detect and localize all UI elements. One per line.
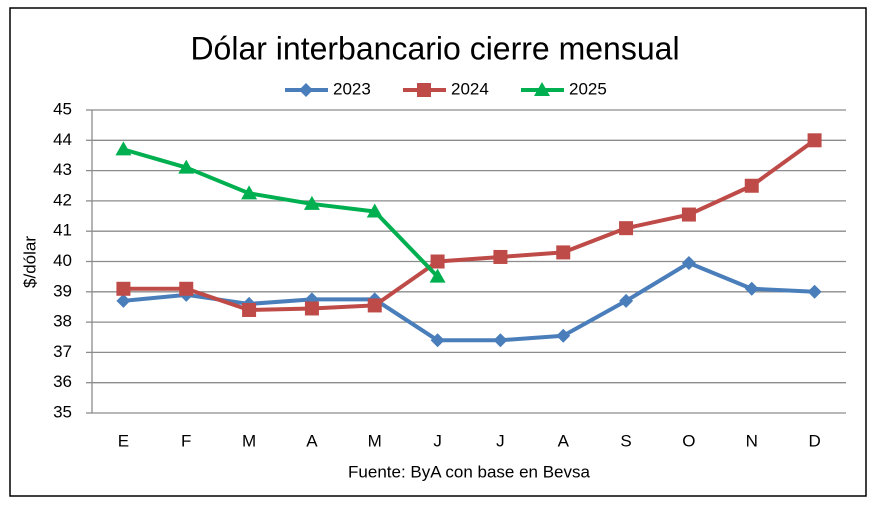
point: [556, 245, 571, 260]
point: [429, 268, 446, 283]
point: [304, 301, 319, 316]
point: [366, 203, 383, 218]
x-tick-label: A: [558, 431, 570, 450]
legend-marker: [299, 83, 313, 97]
x-tick-label: A: [306, 431, 318, 450]
point: [807, 284, 822, 299]
legend-label: 2024: [451, 79, 489, 98]
point: [367, 298, 382, 313]
legend-marker: [417, 83, 431, 97]
point: [179, 281, 194, 296]
x-tick-label: M: [368, 431, 382, 450]
series-line: [123, 261, 815, 343]
point: [430, 333, 445, 348]
x-tick-label: M: [242, 431, 256, 450]
y-tick-label: 42: [53, 190, 72, 209]
x-tick-label: N: [746, 431, 758, 450]
y-tick-label: 41: [53, 221, 72, 240]
legend-label: 2025: [569, 79, 607, 98]
point: [242, 302, 257, 317]
point: [115, 141, 132, 156]
legend-marker: [534, 82, 550, 96]
y-tick-label: 43: [53, 160, 72, 179]
point: [744, 281, 759, 296]
series-line: [123, 138, 816, 312]
point: [116, 293, 131, 308]
x-tick-label: J: [433, 431, 442, 450]
x-tick-label: O: [682, 431, 695, 450]
x-tick-label: F: [181, 431, 191, 450]
point: [807, 133, 822, 148]
point: [744, 178, 759, 193]
y-tick-label: 37: [53, 342, 72, 361]
x-tick-label: S: [620, 431, 631, 450]
y-tick-label: 36: [53, 372, 72, 391]
y-tick-label: 44: [53, 130, 72, 149]
point: [493, 249, 508, 264]
x-tick-label: D: [808, 431, 820, 450]
y-tick-label: 35: [53, 402, 72, 421]
point: [681, 256, 696, 271]
series-line: [122, 147, 440, 279]
y-tick-label: 39: [53, 281, 72, 300]
point: [303, 195, 320, 210]
chart-border: [9, 7, 867, 497]
point: [493, 333, 508, 348]
chart-title: Dólar interbancario cierre mensual: [190, 30, 679, 66]
point: [619, 221, 634, 236]
point: [619, 293, 634, 308]
point: [116, 281, 131, 296]
point: [556, 328, 571, 343]
y-tick-label: 45: [53, 99, 72, 118]
point: [241, 185, 258, 200]
point: [430, 254, 445, 269]
x-tick-label: J: [496, 431, 505, 450]
y-tick-label: 38: [53, 312, 72, 331]
point: [178, 159, 195, 174]
point: [681, 207, 696, 222]
legend-label: 2023: [333, 79, 371, 98]
y-tick-label: 40: [53, 251, 72, 270]
x-tick-label: E: [118, 431, 129, 450]
y-axis-label: $/dólar: [20, 236, 39, 288]
source-note: Fuente: ByA con base en Bevsa: [348, 462, 590, 481]
